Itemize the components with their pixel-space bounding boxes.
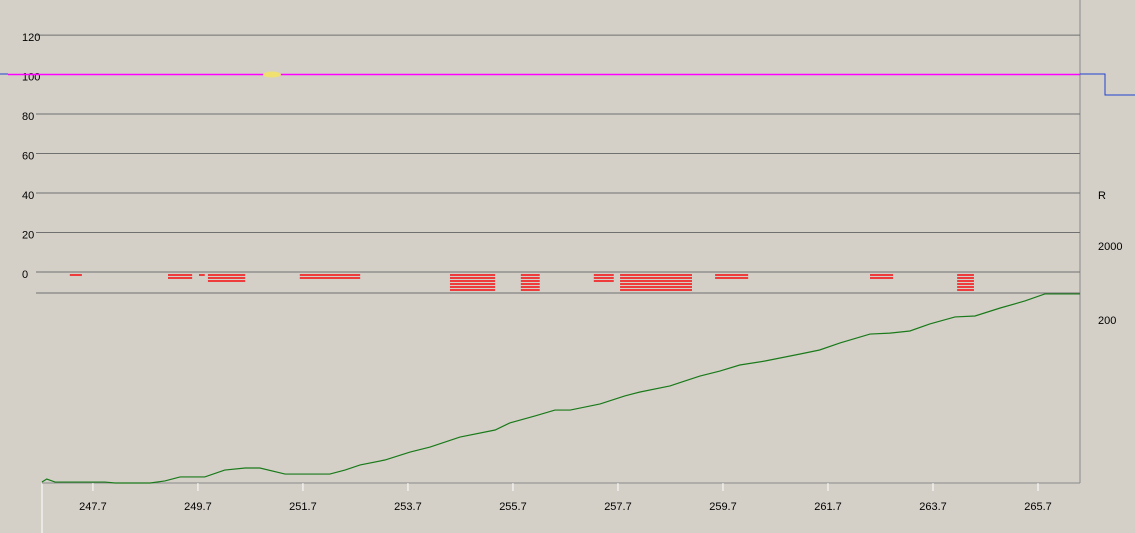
y-tick-label: 60 — [22, 150, 34, 162]
y-tick-label: 20 — [22, 229, 34, 241]
x-tick-label: 261.7 — [814, 501, 842, 513]
right-label: 200 — [1098, 315, 1116, 327]
x-tick-label: 253.7 — [394, 501, 422, 513]
event-bar — [198, 274, 205, 276]
event-bar — [620, 274, 692, 291]
line-series — [41, 293, 1080, 484]
marker — [262, 71, 281, 78]
right-label: R — [1098, 190, 1106, 202]
y-tick-label: 80 — [22, 111, 34, 123]
right-label: 2000 — [1098, 241, 1122, 253]
y-tick-label: 40 — [22, 190, 34, 202]
event-bar — [869, 274, 894, 279]
event-bar — [168, 274, 193, 279]
x-tick-label: 255.7 — [499, 501, 527, 513]
event-bar — [69, 274, 82, 276]
event-bar — [593, 274, 614, 282]
x-tick-label: 247.7 — [79, 501, 107, 513]
event-bar — [520, 274, 540, 291]
event-bar — [207, 274, 246, 282]
y-tick-label: 100 — [22, 71, 40, 83]
x-tick-label: 251.7 — [289, 501, 317, 513]
event-bar — [299, 274, 361, 279]
x-tick-label: 257.7 — [604, 501, 632, 513]
x-tick-label: 265.7 — [1024, 501, 1052, 513]
event-bar — [715, 274, 749, 279]
y-tick-label: 120 — [22, 32, 40, 44]
y-tick-label: 0 — [22, 269, 28, 281]
event-bar — [957, 274, 974, 291]
x-tick-label: 249.7 — [184, 501, 212, 513]
x-tick-label: 263.7 — [919, 501, 947, 513]
event-bar — [449, 274, 496, 291]
x-tick-label: 259.7 — [709, 501, 737, 513]
blue-step-line — [0, 73, 1135, 96]
